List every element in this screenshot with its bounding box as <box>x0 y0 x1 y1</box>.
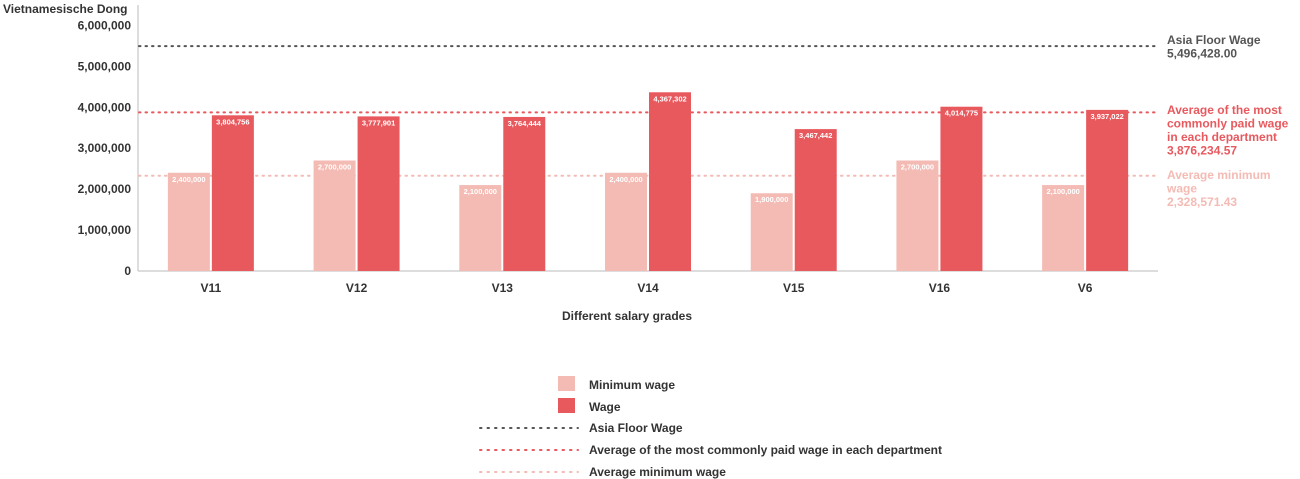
y-tick-label: 4,000,000 <box>78 100 132 114</box>
reference-line-label: commonly paid wage <box>1167 117 1289 131</box>
x-axis-title: Different salary grades <box>562 309 692 323</box>
bar-value-label: 2,100,000 <box>1046 187 1079 196</box>
reference-line-value: 3,876,234.57 <box>1167 144 1237 158</box>
bar-value-label: 4,014,775 <box>945 109 978 118</box>
bar-minimum-wage <box>167 172 210 271</box>
y-tick-label: 6,000,000 <box>78 18 132 32</box>
x-tick-label: V14 <box>637 281 659 295</box>
bar-value-label: 2,700,000 <box>901 163 934 172</box>
bar-minimum-wage <box>1042 185 1085 271</box>
bar-minimum-wage <box>750 193 793 271</box>
x-tick-label: V16 <box>929 281 951 295</box>
legend-label: Asia Floor Wage <box>589 421 683 435</box>
reference-line-label: in each department <box>1167 130 1277 144</box>
x-tick-label: V13 <box>492 281 514 295</box>
bar-minimum-wage <box>459 185 502 271</box>
reference-line-label: Average of the most <box>1167 103 1282 117</box>
x-tick-label: V12 <box>346 281 368 295</box>
legend-label: Average minimum wage <box>589 465 726 479</box>
bar-minimum-wage <box>313 160 356 271</box>
y-tick-label: 2,000,000 <box>78 182 132 196</box>
reference-line-label: wage <box>1166 182 1197 196</box>
bar-value-label: 2,400,000 <box>609 175 642 184</box>
x-tick-label: V6 <box>1078 281 1093 295</box>
reference-line-label: Asia Floor Wage <box>1167 33 1261 47</box>
x-tick-label: V15 <box>783 281 805 295</box>
reference-line-value: 5,496,428.00 <box>1167 47 1237 61</box>
reference-line-value: 2,328,571.43 <box>1167 195 1237 209</box>
y-tick-label: 1,000,000 <box>78 223 132 237</box>
legend-swatch <box>558 376 575 391</box>
bar-minimum-wage <box>896 160 939 271</box>
y-tick-label: 0 <box>124 264 131 278</box>
y-tick-label: 3,000,000 <box>78 141 132 155</box>
y-axis-title: Vietnamesische Dong <box>3 2 128 16</box>
bar-value-label: 3,937,022 <box>1090 112 1123 121</box>
legend-swatch <box>558 398 575 413</box>
bar-value-label: 2,700,000 <box>318 163 351 172</box>
bar-wage <box>1086 109 1129 271</box>
bar-wage <box>357 116 400 271</box>
x-tick-label: V11 <box>201 281 222 295</box>
bar-wage <box>649 92 691 271</box>
legend-label: Minimum wage <box>589 378 675 392</box>
bar-value-label: 2,400,000 <box>172 175 205 184</box>
reference-line-label: Average minimum <box>1167 168 1271 182</box>
bar-value-label: 2,100,000 <box>464 187 497 196</box>
bar-value-label: 1,900,000 <box>755 195 788 204</box>
bar-wage <box>211 115 254 272</box>
bar-wage <box>503 116 546 272</box>
bar-value-label: 3,467,442 <box>799 131 832 140</box>
bar-wage <box>940 106 983 271</box>
legend-label: Wage <box>589 400 621 414</box>
legend-label: Average of the most commonly paid wage i… <box>589 443 942 457</box>
bar-minimum-wage <box>605 172 647 271</box>
bar-value-label: 3,764,444 <box>508 119 542 128</box>
bar-value-label: 3,804,756 <box>216 117 249 126</box>
bar-value-label: 3,777,901 <box>362 118 395 127</box>
bar-value-label: 4,367,302 <box>653 94 686 103</box>
bar-wage <box>794 129 837 271</box>
y-tick-label: 5,000,000 <box>78 59 132 73</box>
